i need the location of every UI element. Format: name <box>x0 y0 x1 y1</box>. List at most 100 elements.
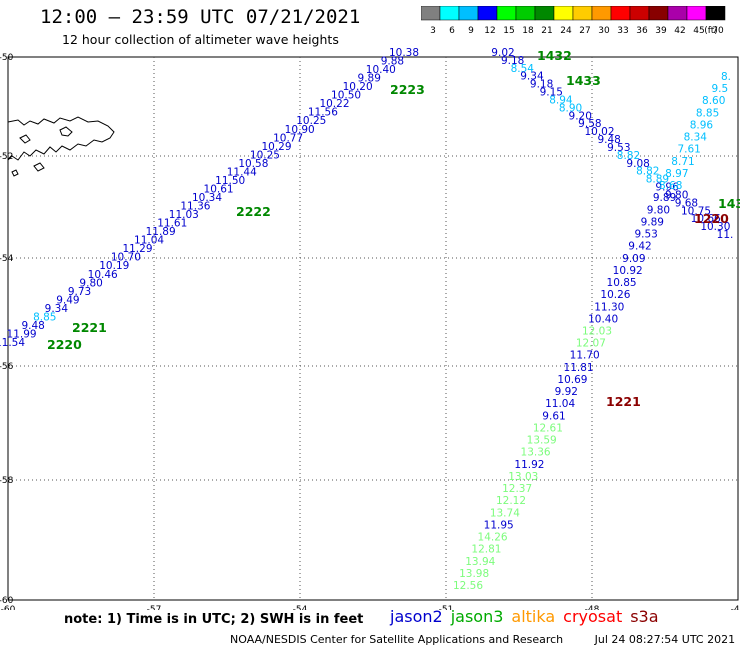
swh-value: 8.96 <box>690 119 714 131</box>
pass-1432-1434: 9.029.188.549.349.189.158.948.909.209.58… <box>491 47 733 241</box>
swh-value: 12.07 <box>576 338 606 350</box>
swh-value: 11.95 <box>484 519 514 531</box>
swh-value: 10.92 <box>613 265 643 277</box>
lat-tick-label: -54 <box>0 254 14 264</box>
swh-value: 13.59 <box>527 435 557 447</box>
lon-tick-label: -51 <box>439 605 454 610</box>
credit-text: NOAA/NESDIS Center for Satellite Applica… <box>230 633 564 646</box>
pass-time-label: 1221 <box>606 394 641 409</box>
swh-value: 9.48 <box>21 320 44 332</box>
swh-value: 9.42 <box>628 241 651 253</box>
swh-value: 13.03 <box>508 471 538 483</box>
swh-value: 9.53 <box>607 142 630 154</box>
colorbar-unit: (ft) <box>704 26 718 36</box>
swh-value: 11.99 <box>7 328 37 340</box>
pass-2220-2223: 11.5411.999.488.859.349.499.739.8010.461… <box>0 47 419 349</box>
swh-value: 9.20 <box>569 110 592 122</box>
pass-time-label: 1432 <box>537 48 572 63</box>
swh-value: 8.85 <box>696 107 719 119</box>
swh-value: 12.03 <box>582 326 612 338</box>
swh-value: 9.18 <box>530 79 553 91</box>
swh-value: 9.34 <box>520 71 544 83</box>
lat-tick-label: -50 <box>0 53 14 63</box>
swh-value: 9.18 <box>501 55 524 67</box>
satellite-jason3: jason3 <box>450 607 504 626</box>
swh-value: 9.68 <box>675 197 698 209</box>
swh-value: 12.37 <box>502 483 532 495</box>
swh-value: 12.56 <box>453 580 483 592</box>
colorbar-swatch-70 <box>705 6 726 21</box>
lat-tick-label: -56 <box>0 362 14 372</box>
swh-value: 10.61 <box>204 183 234 195</box>
lon-tick-label: -48 <box>585 605 600 610</box>
swh-value: 10.46 <box>88 269 118 281</box>
swh-value: 8.85 <box>33 311 56 323</box>
swh-value: 9.5 <box>712 83 729 95</box>
swh-value: 8.82 <box>617 150 640 162</box>
swh-value: 13.74 <box>490 507 520 519</box>
falkland-islands-coastline <box>7 116 115 177</box>
swh-value: 11.04 <box>545 398 575 410</box>
swh-value: 10.29 <box>261 141 291 153</box>
swh-value: 9.92 <box>555 386 578 398</box>
pass-time-label: 2221 <box>72 320 107 335</box>
satellite-legend: jason2 jason3 altika cryosat s3a <box>390 607 667 626</box>
colorbar-label: 30 <box>598 26 610 36</box>
map-subtitle: 12 hour collection of altimeter wave hei… <box>62 32 339 47</box>
swh-value: 11.36 <box>180 201 210 213</box>
swh-value: 9.89 <box>641 216 664 228</box>
swh-value: 10.30 <box>700 221 730 233</box>
lon-tick-label: -57 <box>147 605 162 610</box>
satellite-s3a: s3a <box>630 607 659 626</box>
swh-value: 9.48 <box>597 134 620 146</box>
map-title: 12:00 – 23:59 UTC 07/21/2021 <box>40 6 361 28</box>
wave-height-colorbar: 3 6 9 12 15 18 21 24 27 30 33 36 39 42 45 70(ft) <box>421 6 726 36</box>
swh-value: 13.94 <box>465 556 495 568</box>
swh-value: 9.80 <box>79 277 102 289</box>
swh-value: 10.19 <box>99 260 129 272</box>
swh-value: 10.70 <box>111 252 141 264</box>
lat-tick-label: -52 <box>0 152 13 162</box>
satellite-jason2: jason2 <box>390 607 443 626</box>
swh-value: 9.80 <box>665 189 688 201</box>
swh-value: 7.61 <box>677 144 700 156</box>
colorbar-label: 15 <box>503 26 514 36</box>
pass-time-label: 2220 <box>47 337 82 352</box>
swh-value: 10.40 <box>366 64 396 76</box>
swh-value: 8.89 <box>646 174 669 186</box>
swh-value: 11.70 <box>570 350 600 362</box>
swh-value: 11.61 <box>157 218 187 230</box>
swh-value: 8.68 <box>659 180 682 192</box>
swh-value: 11.30 <box>594 301 624 313</box>
swh-value: 10.58 <box>238 158 268 170</box>
map-frame <box>7 56 739 601</box>
swh-value: 14.26 <box>478 532 508 544</box>
lat-tick-label: -60 <box>0 596 14 606</box>
swh-value: 9.96 <box>655 182 679 194</box>
swh-value: 11.81 <box>564 362 594 374</box>
swh-value: 9.08 <box>626 158 649 170</box>
pass-time-label: 2222 <box>236 204 271 219</box>
swh-value: 10.40 <box>588 313 618 325</box>
pass-time-label: 1433 <box>566 73 601 88</box>
swh-value: 8.34 <box>684 132 708 144</box>
swh-value: 9.34 <box>45 303 69 315</box>
swh-value: 9.73 <box>68 286 91 298</box>
swh-value: 8.54 <box>511 63 535 75</box>
swh-value: 10.02 <box>584 126 614 138</box>
swh-value: 12.12 <box>496 495 526 507</box>
colorbar-label: 9 <box>468 26 474 36</box>
swh-value: 10.34 <box>192 192 222 204</box>
pass-time-label: 2223 <box>390 82 425 97</box>
swh-value: 8.82 <box>636 166 659 178</box>
swh-value: 12.61 <box>533 422 563 434</box>
swh-value: 10.26 <box>600 289 630 301</box>
swh-value: 8.94 <box>549 94 573 106</box>
colorbar-label: 6 <box>449 26 455 36</box>
swh-value: 8.97 <box>665 168 688 180</box>
swh-value: 8. <box>721 71 731 83</box>
swh-value: 11.29 <box>122 243 152 255</box>
pass-1220-1221-up: 12.5613.9813.9412.8114.2611.9513.7412.12… <box>453 71 731 592</box>
swh-value: 10.77 <box>273 132 303 144</box>
footer-note: note: 1) Time is in UTC; 2) SWH is in fe… <box>64 612 364 627</box>
